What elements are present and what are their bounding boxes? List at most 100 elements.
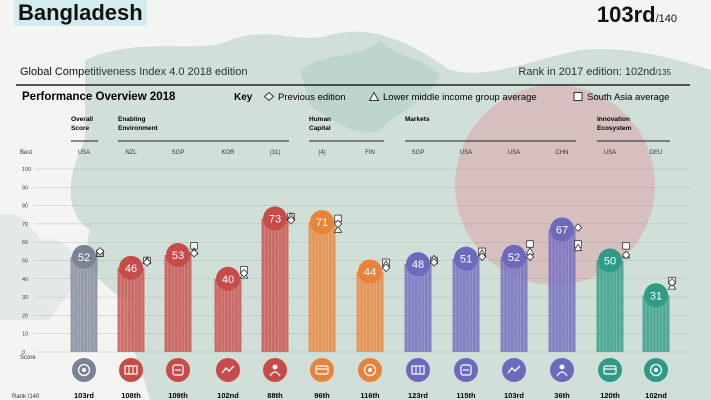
group-heading-word: Ecosystem: [597, 125, 632, 132]
map-west-fragment: [0, 214, 73, 320]
previous-edition-marker: [239, 269, 249, 278]
score-value: 46: [125, 263, 137, 275]
group-heading-word: Overall: [71, 116, 93, 123]
marker-group: [429, 254, 439, 267]
group-heading-word: Human: [309, 116, 331, 123]
previous-edition-marker: [667, 278, 677, 287]
legend-label: South Asia average: [587, 92, 669, 103]
score-row-label: Score: [20, 355, 36, 361]
icon-glyph: [124, 365, 138, 375]
score-bars: 52 46 53 40 73 71 44 48 51 52 67 50 31: [70, 206, 670, 352]
icon-glyph: [603, 365, 617, 375]
score-badge: [119, 255, 143, 280]
icon-glyph: [315, 365, 329, 375]
score-badge: [263, 206, 287, 231]
marker-group: [573, 223, 583, 252]
pillar-rank: 96th: [314, 391, 330, 400]
flag-red-disc: [455, 85, 655, 285]
legend-south-asia: South Asia average: [573, 92, 669, 103]
pillar-rank: 109th: [168, 391, 188, 400]
previous-rank-label: Rank in 2017 edition: 102nd: [518, 66, 656, 78]
score-badge: [72, 244, 96, 269]
pillar-bar-group: 46: [117, 255, 145, 352]
previous-edition-marker: [621, 250, 631, 260]
pillar-rank: 36th: [554, 391, 570, 400]
score-value: 52: [78, 252, 90, 264]
pillar-rank: 102nd: [645, 391, 667, 400]
score-bar: [596, 260, 624, 352]
score-value: 44: [364, 266, 376, 278]
score-bar: [164, 255, 192, 352]
best-performer-label: USA: [508, 150, 520, 156]
map-north-fragment: [300, 40, 440, 133]
y-tick-label: 20: [22, 313, 28, 319]
previous-edition-marker: [573, 223, 583, 232]
marker-group: [189, 242, 199, 258]
score-bar: [548, 229, 576, 352]
icon-glyph: [654, 368, 658, 372]
previous-rank-total: /135: [655, 68, 671, 77]
best-performer-label: USA: [78, 150, 90, 156]
square-marker-icon: [573, 92, 583, 101]
score-badge: [406, 252, 430, 277]
lower-middle-income-marker: [573, 243, 583, 252]
score-badge: [454, 246, 478, 271]
icon-glyph: [411, 365, 425, 375]
icon-glyph: [82, 368, 86, 372]
score-bar: [356, 271, 384, 352]
icon-glyph: [221, 365, 235, 374]
score-badge: [310, 210, 334, 235]
legend-key-label: Key: [234, 92, 253, 103]
group-heading-word: Capital: [309, 125, 331, 132]
pillar-bar-group: 48: [404, 252, 432, 352]
legend-label: Lower middle income group average: [383, 92, 537, 103]
south-asia-marker: [622, 242, 630, 250]
legend-previous-edition: Previous edition: [263, 91, 346, 103]
best-performer-label: SGP: [172, 150, 185, 156]
marker-group: [333, 214, 343, 233]
legend-label: Previous edition: [278, 92, 346, 103]
icon-disc: [119, 358, 143, 382]
score-value: 50: [604, 256, 616, 268]
marker-group: [381, 258, 391, 273]
overall-rank-value: 103rd: [596, 2, 656, 27]
icon-glyph: [559, 364, 565, 370]
overall-rank-total: /140: [655, 13, 677, 25]
best-performer-label: DEU: [650, 150, 663, 156]
previous-edition-marker: [95, 247, 105, 256]
best-performer-label: USA: [604, 150, 616, 156]
previous-edition-marker: [333, 219, 343, 229]
previous-edition-marker: [429, 258, 439, 267]
marker-group: [239, 265, 249, 279]
overview-title: Performance Overview 2018: [22, 91, 176, 103]
group-heading-word: Environment: [118, 125, 159, 132]
pillar-rank: 88th: [267, 391, 283, 400]
y-tick-label: 60: [22, 240, 28, 246]
innovation-icon: [644, 358, 668, 382]
score-bar: [404, 264, 432, 352]
score-bar: [261, 218, 289, 352]
marker-group: [286, 212, 296, 225]
pillar-bar-group: 52: [500, 244, 528, 352]
pillar-bar-group: 53: [164, 243, 192, 352]
score-badge: [358, 259, 382, 284]
best-performer-row: USA NZL SGP KOR (31) (4) FIN SGP USA USA CHN USA DEU: [78, 150, 663, 156]
best-performer-label: SGP: [412, 150, 425, 156]
pillar-bar-group: 73: [261, 206, 289, 352]
score-bar: [452, 258, 480, 352]
score-value: 52: [508, 252, 520, 264]
target-icon: [72, 358, 96, 382]
best-row-label: Best: [20, 150, 32, 156]
score-value: 51: [460, 254, 472, 266]
score-value: 73: [269, 213, 281, 225]
previous-edition-marker: [477, 252, 487, 262]
comparison-markers: [95, 212, 677, 290]
previous-edition-marker: [381, 263, 391, 273]
pillar-bar-group: 31: [642, 283, 670, 352]
best-performer-label: KOR: [221, 150, 235, 156]
score-value: 71: [316, 217, 328, 229]
market-size-icon: [550, 358, 574, 382]
lower-middle-income-marker: [333, 225, 343, 233]
overall-rank: 103rd/140: [597, 2, 677, 28]
